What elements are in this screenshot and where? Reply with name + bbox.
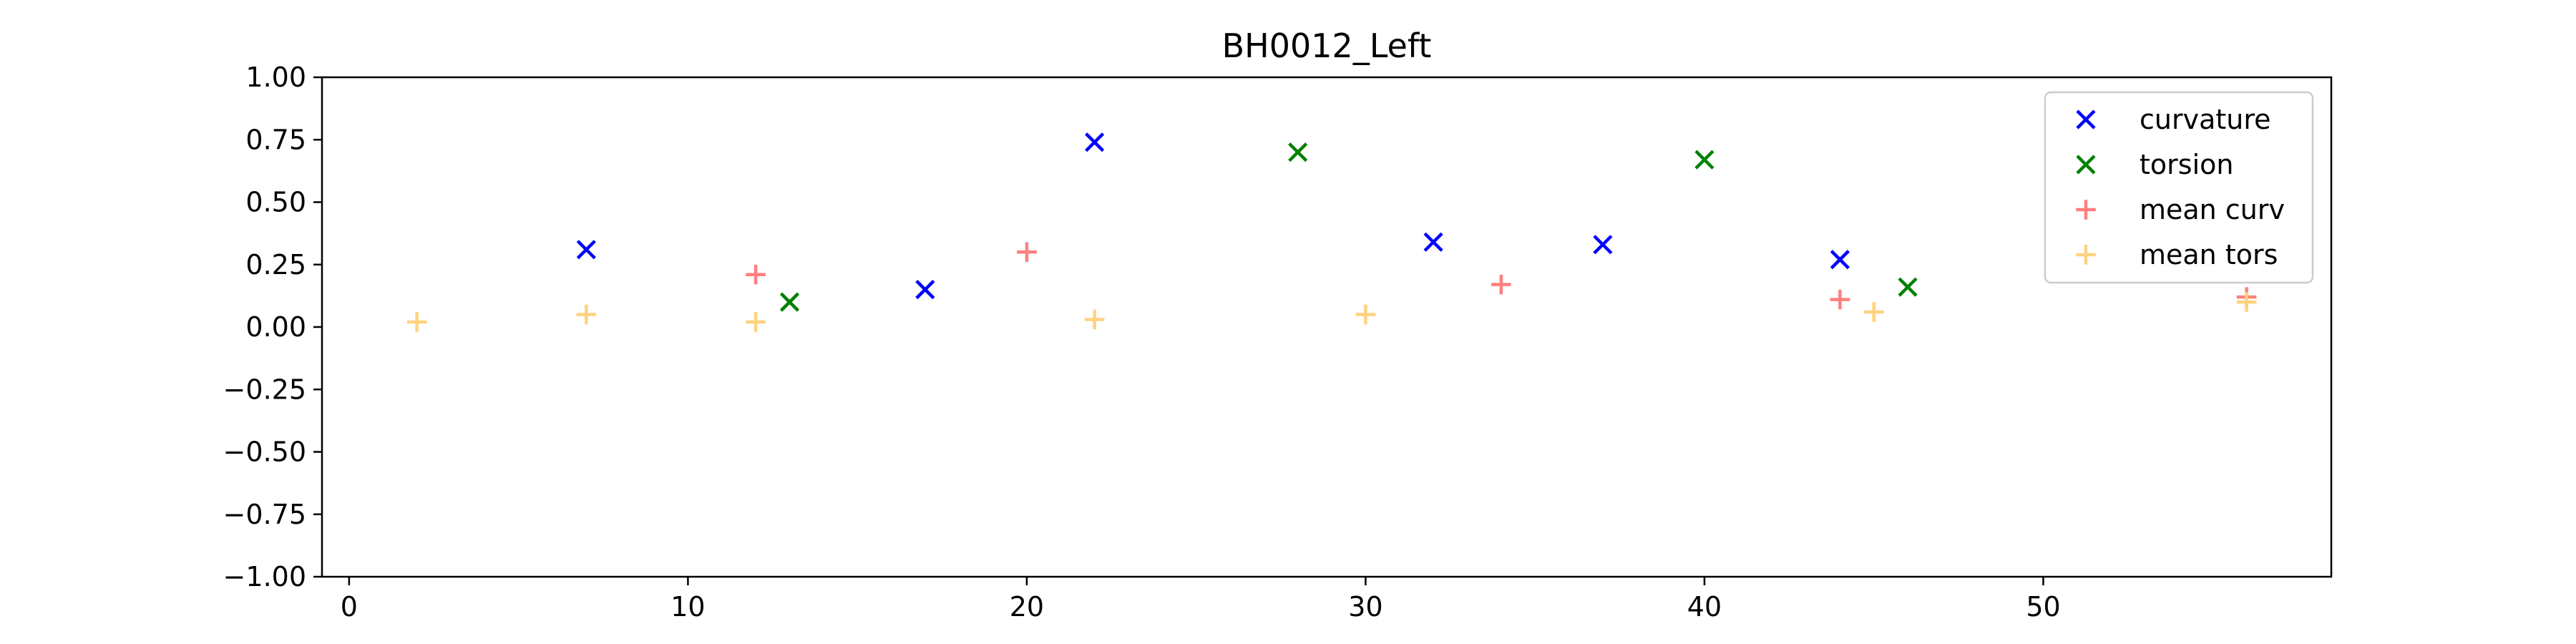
y-tick-label: −1.00 <box>223 561 306 592</box>
data-marks <box>406 132 2257 332</box>
series-mean-tors <box>406 292 2257 332</box>
data-point <box>1288 142 1308 162</box>
x-tick-label: 0 <box>341 591 358 623</box>
data-point <box>1423 232 1443 252</box>
legend-item: mean curv <box>2076 194 2285 225</box>
y-tick-label: −0.25 <box>223 374 306 405</box>
series-torsion <box>779 142 1918 312</box>
data-point <box>1085 132 1105 152</box>
legend: curvature torsion mean curv mean tors <box>2044 91 2314 284</box>
data-point <box>1017 242 1037 263</box>
x-tick-label: 30 <box>1348 591 1382 623</box>
legend-item: curvature <box>2076 104 2271 135</box>
data-point <box>746 312 766 332</box>
legend-marker <box>2076 200 2096 220</box>
data-point <box>1491 274 1511 295</box>
legend-label: torsion <box>2140 149 2233 180</box>
data-point <box>1898 277 1918 297</box>
plot-area: 1.00 0.75 0.50 0.25 0.00 −0.25 −0.50 −0.75 −1.00… <box>223 62 2333 623</box>
data-point <box>1830 250 1850 270</box>
y-tick-label: 0.50 <box>245 187 306 218</box>
y-tick-label: 0.00 <box>245 311 306 343</box>
legend-label: mean curv <box>2140 194 2285 225</box>
y-tick-label: 0.75 <box>245 124 306 155</box>
y-tick-label: −0.75 <box>223 499 306 530</box>
chart-title: BH0012_Left <box>1222 26 1432 65</box>
x-tick-label: 50 <box>2026 591 2060 623</box>
legend-marker <box>2076 109 2096 130</box>
legend-marker <box>2076 155 2096 175</box>
x-tick-label: 10 <box>670 591 705 623</box>
legend-item: torsion <box>2076 149 2233 180</box>
series-curvature <box>576 132 1850 300</box>
x-tick-label: 20 <box>1010 591 1044 623</box>
legend-item: mean tors <box>2076 239 2278 270</box>
legend-box <box>2044 91 2314 284</box>
data-point <box>576 240 596 260</box>
data-point <box>779 292 800 312</box>
data-point <box>1355 304 1376 325</box>
data-point <box>406 312 427 332</box>
x-tick-label: 40 <box>1687 591 1722 623</box>
legend-label: curvature <box>2140 104 2271 135</box>
data-point <box>1593 235 1613 255</box>
legend-label: mean tors <box>2140 239 2278 270</box>
data-point <box>2236 292 2257 312</box>
data-point <box>1863 302 1884 322</box>
data-point <box>576 304 597 325</box>
y-tick-label: 1.00 <box>245 62 306 93</box>
y-tick-label: −0.50 <box>223 436 306 468</box>
data-point <box>915 280 935 300</box>
data-point <box>746 264 766 285</box>
data-point <box>1084 309 1105 330</box>
data-point <box>1830 289 1850 310</box>
legend-marker <box>2076 245 2096 265</box>
y-tick-label: 0.25 <box>245 249 306 280</box>
data-point <box>1694 150 1714 170</box>
